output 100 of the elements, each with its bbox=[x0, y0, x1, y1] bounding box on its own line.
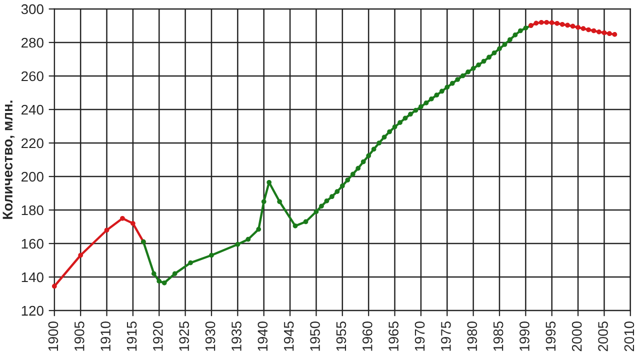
point bbox=[497, 46, 502, 52]
point bbox=[486, 54, 492, 60]
point bbox=[450, 80, 455, 86]
point bbox=[340, 183, 345, 188]
point bbox=[277, 199, 282, 204]
x-tick-label: 1975 bbox=[441, 322, 451, 351]
y-tick-label: 220 bbox=[22, 138, 44, 148]
point bbox=[120, 216, 125, 221]
point bbox=[413, 108, 418, 113]
point bbox=[151, 271, 156, 276]
point bbox=[402, 116, 408, 121]
point bbox=[356, 166, 361, 171]
x-tick-label: 2000 bbox=[572, 321, 582, 352]
x-tick-label: 1945 bbox=[284, 322, 294, 351]
point bbox=[366, 153, 372, 158]
point bbox=[586, 27, 591, 32]
y-tick-label: 260 bbox=[22, 71, 44, 82]
point bbox=[329, 194, 334, 200]
point bbox=[314, 209, 319, 214]
point bbox=[512, 32, 518, 38]
point bbox=[523, 26, 528, 31]
point bbox=[360, 159, 366, 164]
y-tick-label: 280 bbox=[22, 38, 44, 48]
point bbox=[565, 22, 570, 28]
point bbox=[576, 24, 580, 30]
point bbox=[596, 29, 602, 34]
point bbox=[319, 204, 324, 209]
point bbox=[266, 180, 272, 185]
x-tick-label: 2005 bbox=[598, 322, 608, 352]
point bbox=[549, 20, 554, 26]
point bbox=[470, 66, 476, 71]
x-tick-label: 1980 bbox=[467, 321, 478, 351]
point bbox=[392, 124, 398, 130]
point bbox=[261, 199, 266, 204]
point bbox=[455, 77, 460, 82]
x-tick-label: 1985 bbox=[493, 322, 504, 351]
point bbox=[172, 271, 178, 276]
point bbox=[612, 32, 618, 37]
x-tick-label: 2010 bbox=[624, 321, 634, 352]
x-tick-label: 1955 bbox=[336, 322, 346, 351]
y-tick-label: 300 bbox=[21, 4, 44, 14]
point bbox=[434, 92, 440, 98]
point bbox=[444, 84, 450, 90]
point bbox=[104, 228, 110, 233]
point bbox=[256, 226, 262, 232]
point bbox=[538, 20, 544, 25]
point bbox=[534, 20, 539, 26]
point bbox=[78, 252, 84, 258]
point bbox=[560, 22, 565, 27]
point bbox=[476, 62, 481, 68]
x-tick-label: 1990 bbox=[520, 321, 530, 351]
point bbox=[376, 140, 382, 146]
x-tick-label: 1910 bbox=[100, 321, 110, 351]
x-tick-label: 1950 bbox=[310, 321, 320, 351]
point bbox=[371, 146, 376, 152]
point bbox=[418, 104, 424, 110]
point bbox=[602, 30, 607, 36]
point bbox=[130, 220, 136, 226]
point bbox=[188, 260, 193, 266]
point bbox=[156, 278, 162, 284]
x-tick-label: 1915 bbox=[126, 322, 137, 351]
point bbox=[607, 31, 612, 36]
point bbox=[508, 37, 512, 42]
point bbox=[518, 28, 523, 34]
x-tick-label: 1905 bbox=[74, 322, 84, 351]
point bbox=[428, 96, 434, 102]
point bbox=[439, 88, 444, 94]
y-tick-label: 140 bbox=[22, 272, 44, 282]
y-tick-label: 240 bbox=[22, 104, 44, 115]
x-tick-label: 1965 bbox=[388, 322, 398, 351]
point bbox=[334, 189, 340, 194]
point bbox=[424, 100, 429, 106]
point bbox=[345, 178, 350, 182]
y-axis-title: Количество, млн. bbox=[2, 100, 15, 219]
point bbox=[408, 112, 413, 117]
y-tick-label: 180 bbox=[22, 205, 44, 216]
x-tick-label: 1970 bbox=[414, 321, 425, 351]
x-tick-label: 1995 bbox=[546, 322, 556, 351]
point bbox=[570, 24, 576, 29]
x-tick-label: 1935 bbox=[232, 322, 242, 351]
point bbox=[235, 242, 240, 247]
point bbox=[52, 284, 57, 289]
point bbox=[162, 280, 167, 286]
point bbox=[502, 42, 508, 47]
x-tick-label: 1900 bbox=[48, 321, 58, 351]
point bbox=[209, 252, 214, 258]
point bbox=[466, 70, 471, 74]
point bbox=[303, 219, 308, 224]
point bbox=[350, 172, 356, 177]
x-tick-label: 1960 bbox=[362, 321, 372, 351]
point bbox=[481, 58, 486, 64]
x-tick-label: 1920 bbox=[153, 321, 163, 351]
y-tick-label: 160 bbox=[22, 238, 44, 249]
point bbox=[382, 134, 387, 140]
point bbox=[580, 26, 586, 32]
point bbox=[398, 120, 402, 125]
point bbox=[246, 236, 251, 242]
x-tick-label: 1925 bbox=[179, 322, 190, 351]
point bbox=[492, 50, 497, 56]
x-tick-label: 1930 bbox=[205, 321, 216, 351]
